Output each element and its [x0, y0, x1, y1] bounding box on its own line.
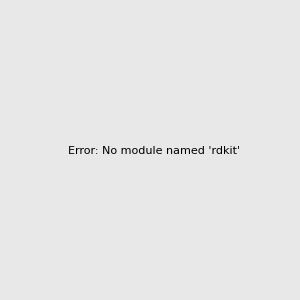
Text: Error: No module named 'rdkit': Error: No module named 'rdkit'	[68, 146, 240, 157]
